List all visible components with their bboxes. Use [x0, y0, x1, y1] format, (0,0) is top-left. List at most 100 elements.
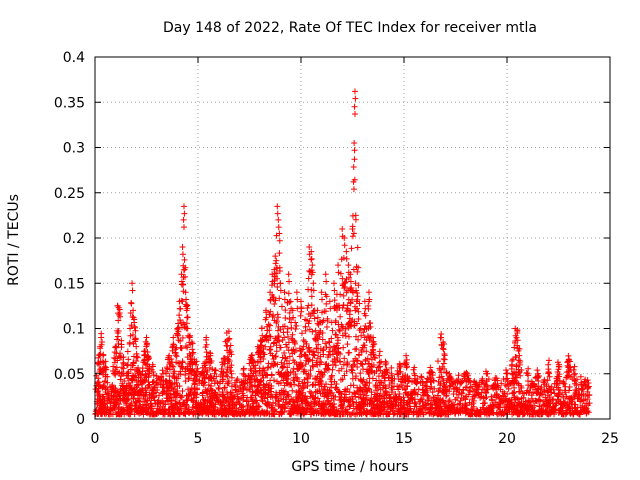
data-point: [241, 383, 248, 390]
data-point: [269, 278, 276, 285]
data-point: [146, 355, 153, 362]
data-point: [169, 363, 176, 370]
data-point: [343, 368, 350, 375]
data-point: [224, 343, 231, 350]
data-point: [291, 340, 298, 347]
data-point: [319, 296, 326, 303]
data-point: [286, 278, 293, 285]
data-point: [166, 359, 173, 366]
data-point: [293, 374, 300, 381]
data-point: [352, 212, 359, 219]
data-point: [99, 358, 106, 365]
data-point: [330, 351, 337, 358]
data-point: [114, 396, 121, 403]
data-point: [228, 362, 235, 369]
data-point: [344, 386, 351, 393]
data-point: [96, 361, 103, 368]
data-point: [349, 296, 356, 303]
data-point: [120, 359, 127, 366]
data-point: [220, 376, 227, 383]
data-point: [369, 375, 376, 382]
data-point: [172, 352, 179, 359]
data-point: [351, 389, 358, 396]
data-point: [362, 382, 369, 389]
data-point: [329, 389, 336, 396]
data-point: [109, 382, 116, 389]
data-point: [176, 298, 183, 305]
data-point: [476, 383, 483, 390]
data-point: [262, 343, 269, 350]
data-point: [550, 386, 557, 393]
data-point: [376, 352, 383, 359]
data-point: [388, 370, 395, 377]
data-point: [181, 256, 188, 263]
data-point: [536, 403, 543, 410]
data-point: [335, 269, 342, 276]
data-point: [513, 363, 520, 370]
data-point: [320, 351, 327, 358]
data-point: [240, 392, 247, 399]
data-point: [225, 328, 232, 335]
data-point: [371, 354, 378, 361]
data-point: [485, 386, 492, 393]
data-point: [319, 336, 326, 343]
data-point: [134, 354, 141, 361]
data-point: [174, 325, 181, 332]
data-point: [520, 394, 527, 401]
data-point: [136, 398, 143, 405]
data-point: [115, 317, 122, 324]
data-point: [193, 376, 200, 383]
data-point: [535, 377, 542, 384]
data-point: [319, 329, 326, 336]
data-point: [331, 297, 338, 304]
data-point: [286, 360, 293, 367]
data-point: [260, 356, 267, 363]
data-point: [322, 340, 329, 347]
data-point: [205, 356, 212, 363]
data-point: [130, 307, 137, 314]
data-point: [143, 334, 150, 341]
data-point: [341, 285, 348, 292]
data-point: [443, 369, 450, 376]
data-point: [148, 403, 155, 410]
data-point: [370, 361, 377, 368]
data-point: [175, 320, 182, 327]
data-point: [304, 406, 311, 413]
data-point: [330, 280, 337, 287]
data-point: [171, 368, 178, 375]
data-point: [322, 381, 329, 388]
data-point: [335, 262, 342, 269]
data-point: [258, 342, 265, 349]
data-point: [361, 298, 368, 305]
data-point: [406, 375, 413, 382]
data-point: [376, 359, 383, 366]
data-point: [270, 399, 277, 406]
data-point: [268, 371, 275, 378]
data-point: [129, 280, 136, 287]
data-point: [221, 384, 228, 391]
data-point: [145, 382, 152, 389]
data-point: [235, 395, 242, 402]
data-point: [278, 359, 285, 366]
data-point: [282, 307, 289, 314]
data-point: [341, 372, 348, 379]
data-point: [296, 378, 303, 385]
data-point: [310, 363, 317, 370]
data-point: [100, 352, 107, 359]
data-point: [276, 338, 283, 345]
data-point: [273, 257, 280, 264]
data-point: [424, 383, 431, 390]
data-point: [429, 389, 436, 396]
data-point: [443, 379, 450, 386]
data-point: [121, 377, 128, 384]
data-point: [441, 365, 448, 372]
data-point: [331, 287, 338, 294]
data-point: [367, 323, 374, 330]
data-point: [131, 323, 138, 330]
data-point: [181, 321, 188, 328]
data-point: [344, 341, 351, 348]
data-point: [345, 262, 352, 269]
data-point: [95, 354, 102, 361]
data-point: [382, 361, 389, 368]
data-point: [534, 370, 541, 377]
